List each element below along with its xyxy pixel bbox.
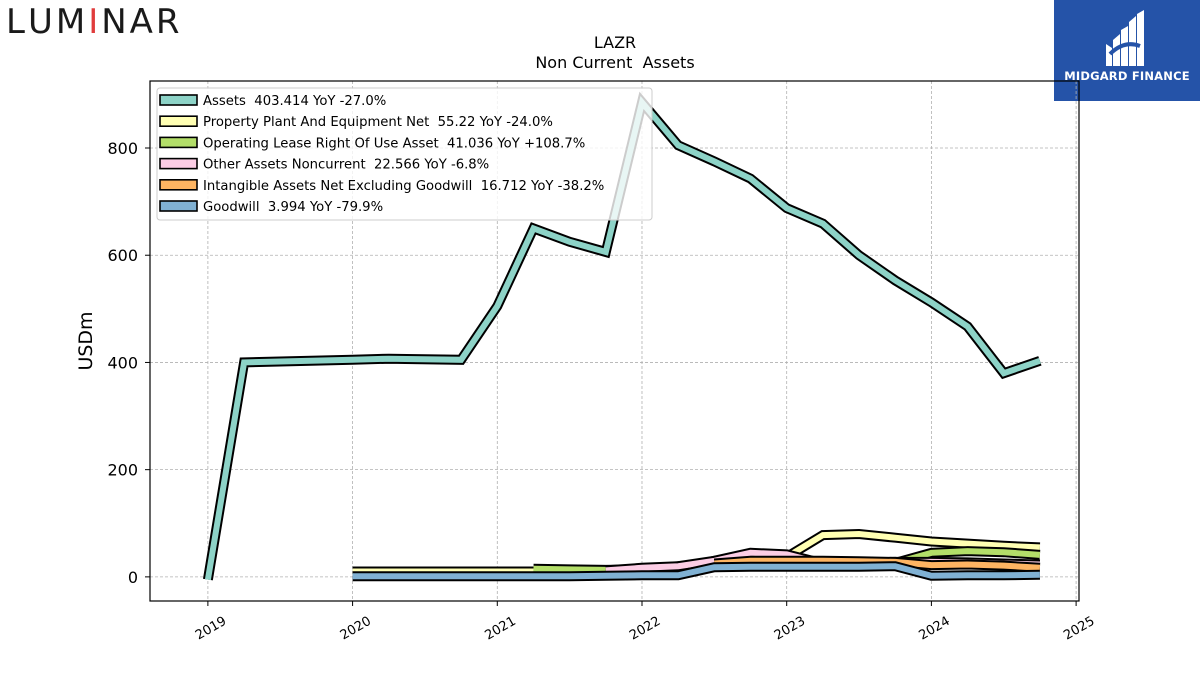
luminar-logo: LUMINAR [6,2,183,42]
legend-swatch [159,157,198,170]
midgard-finance-badge: MIDGARD FINANCE [1054,0,1200,101]
legend-swatch [159,179,198,191]
chart-subtitle: Non Current Assets [535,53,694,72]
legend-swatch [159,115,198,127]
x-tick-label: 2025 [1061,614,1097,644]
badge-name: MIDGARD FINANCE [1064,69,1190,83]
midgard-logo-icon [1106,10,1144,66]
series-layer [202,91,1042,582]
y-tick-label: 200 [107,461,138,480]
x-tick-label: 2020 [338,614,374,644]
legend-swatch [159,136,198,149]
x-tick-label: 2019 [193,614,229,644]
series-assets [202,91,1042,581]
series-line [204,95,1041,581]
logo-letter: M [55,2,89,42]
y-tick-label: 400 [107,353,138,372]
legend-swatch [159,94,198,106]
logo-letter: A [129,2,156,42]
x-tick-label: 2024 [917,614,953,644]
series-goodwill [352,561,1040,582]
legend-label: Other Assets Noncurrent 22.566 YoY -6.8% [203,158,489,173]
plot-frame [149,80,1080,602]
logo-letter: I [88,2,102,42]
x-tick-label: 2022 [627,614,663,644]
legend-box [156,87,653,221]
legend-label: Property Plant And Equipment Net 55.22 Y… [203,115,553,130]
legend-label: Goodwill 3.994 YoY -79.9% [203,200,383,215]
x-tick-label: 2021 [482,614,518,644]
logo-letter: L [6,2,28,42]
y-tick-label: 600 [107,246,138,265]
legend-label: Intangible Assets Net Excluding Goodwill… [203,179,604,194]
legend-label: Operating Lease Right Of Use Asset 41.03… [203,136,585,151]
logo-letter: N [101,2,130,42]
legend-swatch [159,200,198,212]
legend-label: Assets 403.414 YoY -27.0% [203,94,386,109]
x-tick-label: 2023 [772,614,808,644]
logo-letter: U [27,2,56,42]
y-tick-label: 800 [107,139,138,158]
chart-title: LAZR [594,33,636,52]
logo-letter: R [155,2,183,42]
y-tick-label: 0 [128,568,138,587]
y-axis-label: USDm [75,311,97,370]
legend: Assets 403.414 YoY -27.0% Property Plant … [156,87,653,221]
series-line [352,563,1040,580]
